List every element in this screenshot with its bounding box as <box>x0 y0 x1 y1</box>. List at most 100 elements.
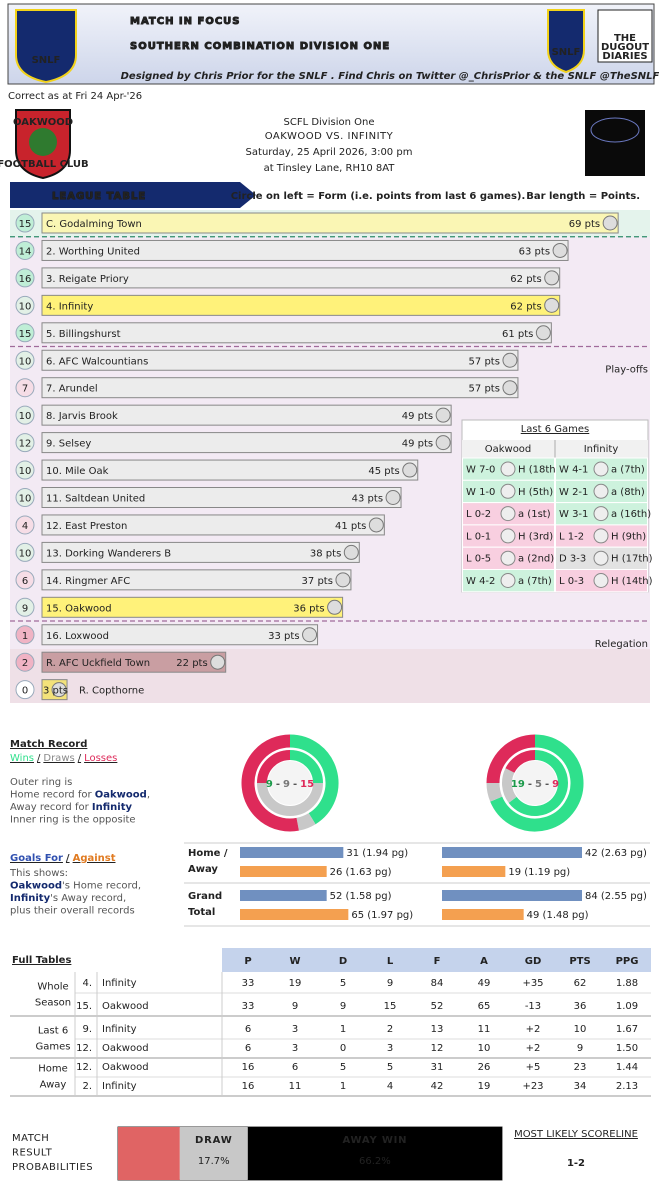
logo-shield <box>15 9 77 84</box>
cell: +23 <box>522 1081 543 1092</box>
ring-segment <box>289 734 339 825</box>
table-head <box>222 948 651 972</box>
team-crest <box>302 627 318 643</box>
cell: 42 <box>431 1081 444 1092</box>
cell: 11 <box>478 1024 491 1035</box>
result: L 1-2 <box>559 531 584 542</box>
goal-bar <box>442 866 506 877</box>
team-name: C. Godalming Town <box>46 219 142 230</box>
note-part: , <box>147 790 150 801</box>
goal-label: 31 (1.94 pg) <box>346 848 408 859</box>
form-value: 10 <box>19 466 32 477</box>
team-name: 14. Ringmer AFC <box>46 576 130 587</box>
form-circle <box>15 323 35 343</box>
rank: 9. <box>82 1024 92 1035</box>
team: Infinity <box>102 1024 137 1035</box>
goal-bar <box>442 890 582 901</box>
points-label: 49 pts <box>402 411 433 422</box>
team: Oakwood <box>102 1043 149 1054</box>
note-part: plus their overall records <box>10 906 135 917</box>
rank: 12. <box>76 1062 92 1073</box>
cell: 10 <box>478 1043 491 1054</box>
cell: 5 <box>340 1062 346 1073</box>
result: L 0-3 <box>559 576 584 587</box>
goal-label: 26 (1.63 pg) <box>330 867 392 878</box>
record-value: 9 <box>552 779 559 790</box>
form-value: 10 <box>19 356 32 367</box>
note-part: Away record for <box>10 802 92 813</box>
crest-ring <box>590 117 640 143</box>
ring-segment <box>257 750 291 784</box>
subtitle: SOUTHERN COMBINATION DIVISION ONE <box>130 41 390 52</box>
column-head: W <box>289 956 300 967</box>
form-circle <box>15 625 35 645</box>
logo-text: SNLF <box>552 47 581 58</box>
form-circle <box>15 213 35 233</box>
cell: 6 <box>292 1062 298 1073</box>
cell: 5 <box>387 1062 393 1073</box>
form-circle <box>15 488 35 507</box>
cell: 3 <box>387 1043 393 1054</box>
points-label: 43 pts <box>352 494 383 505</box>
prob-title: PROBABILITIES <box>12 1162 93 1173</box>
form-value: 2 <box>22 658 28 669</box>
points-bar <box>41 569 352 591</box>
result: W 4-1 <box>559 465 588 476</box>
note-part: Oakwood <box>95 790 147 801</box>
column-head: PPG <box>616 956 639 967</box>
column-head: D <box>339 956 347 967</box>
cell: 1 <box>340 1024 346 1035</box>
points-label: 49 pts <box>402 439 433 450</box>
cell: 4 <box>387 1081 393 1092</box>
points-bar <box>41 404 452 426</box>
team: Infinity <box>102 1081 137 1092</box>
team: Oakwood <box>102 1001 149 1012</box>
form-value: 15 <box>19 219 32 230</box>
form-circle <box>15 268 35 288</box>
cell: 3 <box>292 1043 298 1054</box>
points-bar <box>41 487 402 508</box>
goal-label: 65 (1.97 pg) <box>351 910 413 921</box>
brand-text: THE <box>614 33 636 44</box>
points-label: 37 pts <box>302 576 333 587</box>
note: This shows: <box>9 868 68 879</box>
prob-name: AWAY WIN <box>342 1135 407 1146</box>
opp-crest <box>593 483 609 499</box>
result: W 7-0 <box>466 465 495 476</box>
ring-segment <box>241 734 299 832</box>
last6-team: Infinity <box>584 444 619 455</box>
result: W 2-1 <box>559 487 588 498</box>
prob-name: DRAW <box>195 1135 233 1146</box>
record: 19-5-9 <box>511 779 559 790</box>
form-value: 10 <box>19 548 32 559</box>
points-bar <box>41 322 552 344</box>
cell: 52 <box>431 1001 444 1012</box>
cell: -13 <box>525 1001 541 1012</box>
prob-value: 17.7% <box>198 1156 230 1167</box>
result: W 1-0 <box>466 487 495 498</box>
cell: 9 <box>340 1001 346 1012</box>
points-label: 22 pts <box>176 658 207 669</box>
brand-logo <box>597 9 653 63</box>
venue: a (7th) <box>518 576 552 587</box>
cell: 2.13 <box>616 1081 638 1092</box>
points-label: 45 pts <box>368 466 399 477</box>
team-crest <box>327 599 343 615</box>
cell: 1.88 <box>616 978 638 989</box>
cell: 1 <box>340 1081 346 1092</box>
team-crest <box>385 490 401 505</box>
opp-crest <box>593 506 609 522</box>
cell: 1.44 <box>616 1062 638 1073</box>
cell: 0 <box>340 1043 346 1054</box>
cell: 62 <box>574 978 587 989</box>
opp-crest <box>593 461 609 477</box>
group-label: Last 6 <box>38 1026 68 1037</box>
column-head: PTS <box>569 956 590 967</box>
venue: H (9th) <box>611 531 646 542</box>
cell: +2 <box>526 1024 541 1035</box>
team-name: 4. Infinity <box>46 301 93 312</box>
goal-label: 42 (2.63 pg) <box>585 848 647 859</box>
record-sep: - <box>293 779 297 790</box>
venue: H (18th) <box>518 465 560 476</box>
table-note: Circle on left = Form (i.e. points from … <box>231 191 526 202</box>
